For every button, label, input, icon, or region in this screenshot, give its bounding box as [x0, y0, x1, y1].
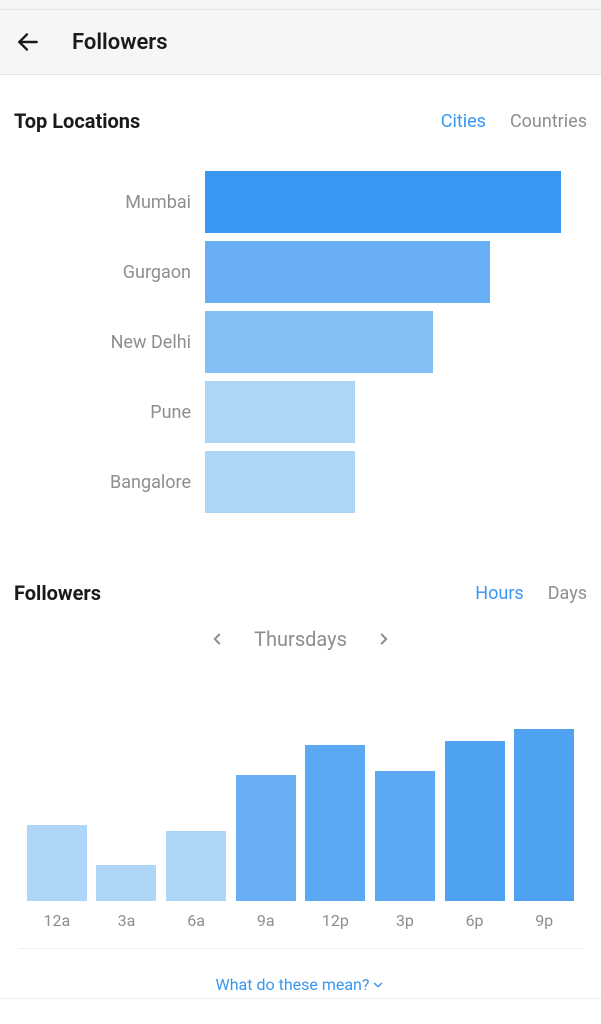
hours-tab-group: Hours Days: [475, 583, 587, 604]
hour-bar-fill: [445, 741, 505, 901]
location-bar-track: [205, 381, 561, 443]
location-bar-track: [205, 241, 561, 303]
hours-bar-chart-wrap: 12a3a6a9a12p3p6p9p: [10, 701, 591, 949]
day-label: Thursdays: [254, 627, 347, 651]
tab-hours[interactable]: Hours: [475, 583, 523, 604]
hour-bar-col: [509, 729, 579, 901]
location-bar-fill: [205, 241, 490, 303]
location-bar-row: Mumbai: [10, 171, 561, 233]
location-bar-row: Pune: [10, 381, 561, 443]
footer-link-text: What do these mean?: [216, 975, 370, 994]
hour-bar-fill: [514, 729, 574, 901]
hours-bar-chart: [18, 701, 583, 901]
location-bar-label: Mumbai: [10, 192, 205, 213]
hour-bar-fill: [236, 775, 296, 901]
tab-days[interactable]: Days: [548, 583, 587, 604]
hour-bar-label: 12a: [22, 911, 92, 930]
day-selector: Thursdays: [10, 613, 591, 661]
location-bar-row: Bangalore: [10, 451, 561, 513]
hour-bar-fill: [27, 825, 87, 901]
chevron-left-icon: [208, 630, 226, 648]
footer: What do these mean?: [0, 959, 601, 999]
hour-bar-label: 3p: [370, 911, 440, 930]
app-header: Followers: [0, 10, 601, 75]
hour-bar-fill: [96, 865, 156, 901]
chevron-down-icon: [371, 978, 385, 992]
prev-day-button[interactable]: [206, 628, 228, 650]
chevron-right-icon: [375, 630, 393, 648]
location-bar-row: New Delhi: [10, 311, 561, 373]
followers-hours-header: Followers Hours Days: [10, 561, 591, 613]
top-locations-header: Top Locations Cities Countries: [10, 89, 591, 141]
location-bar-track: [205, 451, 561, 513]
location-bar-label: Pune: [10, 402, 205, 423]
locations-tab-group: Cities Countries: [441, 111, 587, 132]
location-bar-fill: [205, 311, 433, 373]
hour-bar-col: [22, 825, 92, 901]
hour-bar-col: [231, 775, 301, 901]
top-locations-section: Top Locations Cities Countries Mumbai Gur…: [0, 75, 601, 561]
location-bar-track: [205, 171, 561, 233]
location-bar-label: Bangalore: [10, 472, 205, 493]
location-bar-row: Gurgaon: [10, 241, 561, 303]
tab-countries[interactable]: Countries: [510, 111, 587, 132]
next-day-button[interactable]: [373, 628, 395, 650]
what-do-these-mean-link[interactable]: What do these mean?: [216, 975, 386, 994]
hour-bar-label: 12p: [301, 911, 371, 930]
page-title: Followers: [72, 30, 168, 55]
status-bar-stub: [0, 0, 601, 10]
hour-bar-label: 9a: [231, 911, 301, 930]
location-bar-label: New Delhi: [10, 332, 205, 353]
location-bar-track: [205, 311, 561, 373]
hour-bar-label: 6a: [161, 911, 231, 930]
location-bar-fill: [205, 171, 561, 233]
hour-bar-label: 3a: [92, 911, 162, 930]
tab-cities[interactable]: Cities: [441, 111, 486, 132]
hour-bar-col: [370, 771, 440, 901]
locations-bar-chart: Mumbai Gurgaon New Delhi Pune Bangalore: [10, 141, 591, 551]
hour-bar-col: [161, 831, 231, 901]
location-bar-fill: [205, 451, 355, 513]
followers-hours-section: Followers Hours Days Thursdays 12a3a6a9a…: [0, 561, 601, 959]
hour-bar-label: 6p: [440, 911, 510, 930]
hour-bar-col: [92, 865, 162, 901]
hour-bar-col: [440, 741, 510, 901]
back-button[interactable]: [14, 28, 42, 56]
hour-bar-col: [301, 745, 371, 901]
location-bar-fill: [205, 381, 355, 443]
followers-hours-title: Followers: [14, 581, 101, 605]
hour-bar-fill: [305, 745, 365, 901]
location-bar-label: Gurgaon: [10, 262, 205, 283]
hours-bar-labels: 12a3a6a9a12p3p6p9p: [18, 901, 583, 949]
top-locations-title: Top Locations: [14, 109, 140, 133]
arrow-left-icon: [15, 29, 41, 55]
hour-bar-fill: [166, 831, 226, 901]
hour-bar-fill: [375, 771, 435, 901]
hour-bar-label: 9p: [509, 911, 579, 930]
